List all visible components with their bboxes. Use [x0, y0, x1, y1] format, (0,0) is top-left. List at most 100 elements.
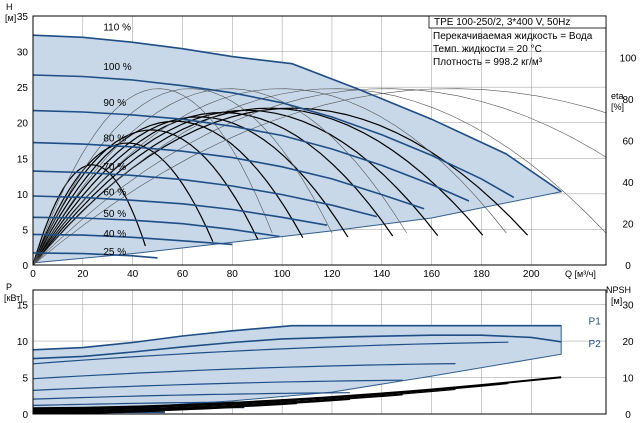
- eta-curve-25: [33, 164, 146, 265]
- eta-y-title: eta: [611, 91, 624, 101]
- eta-y-unit: [%]: [611, 102, 624, 112]
- npsh-curve-60: [33, 398, 350, 413]
- eta-iso-curve: [33, 88, 606, 265]
- head-curve-label: 80 %: [103, 134, 126, 145]
- head-curve-labels: 110 % 100 % 90 % 80 % 70 % 60 % 50 % 40 % 25 %: [103, 23, 131, 258]
- flow-x-tick-label: 20: [77, 269, 89, 280]
- pump-title-box: [428, 15, 607, 29]
- eta-y-tick-label: 40: [622, 178, 634, 189]
- head-y-tick-label: 15: [17, 154, 29, 165]
- flow-x-tick-label: 40: [127, 269, 139, 280]
- npsh-y-unit: [м]: [611, 296, 622, 306]
- head-chart-panel: 0 5 10 15 20 25 30 35 0 20 40 60 80 100 0 20 40 60 80 100 12…: [5, 2, 637, 280]
- power-y-unit: [кВт]: [4, 293, 23, 303]
- temperature-info: Темп. жидкости = 20 °C: [433, 44, 542, 55]
- npsh-curve-80: [33, 388, 456, 411]
- eta-y-tick-label: 60: [622, 137, 634, 148]
- eta-curve-40: [33, 142, 214, 265]
- head-curve-80: [33, 141, 425, 210]
- pump-title: TPE 100-250/2, 3*400 V, 50Hz: [434, 17, 570, 28]
- eta-curve-50: [33, 129, 259, 265]
- head-y-tick-label: 5: [22, 225, 28, 236]
- power-y-title: P: [6, 282, 12, 292]
- eta-y-tick-label: 100: [620, 54, 637, 65]
- flow-x-tick-label: 160: [423, 269, 440, 280]
- head-curve-110: [33, 34, 562, 193]
- head-speed-curves: [33, 34, 562, 259]
- power-plot-frame: [32, 289, 607, 415]
- head-curve-label: 40 %: [103, 229, 126, 240]
- head-y-tick-label: 30: [17, 48, 29, 59]
- head-curve-label: 100 %: [103, 62, 131, 73]
- flow-x-tick-label: 180: [473, 269, 490, 280]
- power-series-labels: P1 P2: [589, 317, 602, 351]
- flow-x-tick-label: 120: [324, 269, 341, 280]
- power-y-tick-label: 10: [17, 337, 29, 348]
- power-curve-p2: [33, 334, 562, 360]
- power-curve-speed-90: [33, 341, 509, 365]
- eta-iso-curve: [33, 88, 507, 265]
- head-curve-label: 110 %: [103, 23, 131, 34]
- npsh-y-tick-label: 10: [622, 374, 634, 385]
- flow-x-tick-label: 60: [177, 269, 189, 280]
- head-curve-60: [33, 195, 328, 226]
- head-curve-25: [33, 252, 158, 259]
- eta-curve-100: [33, 107, 484, 265]
- npsh-y-tick-label: 0: [625, 410, 631, 421]
- head-y-tick-label: 10: [17, 190, 29, 201]
- head-y-tick-label: 25: [17, 83, 29, 94]
- head-y-tick-label: 35: [17, 12, 29, 23]
- head-plot-frame: [32, 15, 607, 266]
- npsh-curve-70: [33, 394, 403, 412]
- flow-x-tick-label: 0: [30, 269, 36, 280]
- flow-x-tick-label: 200: [523, 269, 540, 280]
- head-curve-70: [33, 170, 377, 218]
- flow-x-tick-label: 100: [274, 269, 291, 280]
- eta-iso-curve: [33, 88, 273, 265]
- npsh-curve-90: [33, 383, 509, 410]
- head-curve-100: [33, 74, 515, 199]
- power-y-tick-label: 0: [22, 410, 28, 421]
- density-info: Плотность = 998.2 кг/м³: [433, 57, 543, 68]
- eta-y-tick-label: 20: [622, 220, 634, 231]
- head-y-unit: [м]: [5, 13, 16, 23]
- eta-iso-curve: [33, 88, 606, 265]
- power-curve-p1: [33, 324, 562, 351]
- power-chart-panel: 0 5 10 15 0 10 20 30 P1 P2 P [кВт] NPSH [м]: [4, 282, 634, 421]
- eta-iso-curve: [33, 88, 333, 265]
- head-curve-label: 70 %: [103, 162, 126, 173]
- flow-x-tick-label: 80: [227, 269, 239, 280]
- eta-iso-curve: [33, 88, 606, 265]
- flow-x-title: Q [м³/ч]: [565, 269, 596, 279]
- npsh-y-title: NPSH: [606, 285, 631, 295]
- power-curve-speed-60: [33, 392, 350, 400]
- eta-iso-curve: [33, 88, 407, 265]
- head-curve-label: 50 %: [103, 209, 126, 220]
- head-curve-label: 60 %: [103, 188, 126, 199]
- npsh-y-tick-label: 30: [622, 301, 634, 312]
- fluid-info: Перекачиваемая жидкость = Вода: [433, 31, 593, 42]
- head-y-tick-label: 0: [22, 261, 28, 272]
- head-curve-50: [33, 216, 280, 238]
- eta-y-tick-label: 80: [622, 95, 634, 106]
- power-series-label-p1: P1: [589, 317, 602, 328]
- head-curve-90: [33, 109, 470, 202]
- head-curve-40: [33, 233, 233, 246]
- npsh-y-tick-label: 20: [622, 337, 634, 348]
- head-y-tick-label: 20: [17, 119, 29, 130]
- power-y-tick-label: 15: [17, 301, 29, 312]
- npsh-curve-100: [33, 376, 562, 410]
- head-y-title: H: [6, 2, 13, 12]
- power-y-tick-label: 5: [22, 374, 28, 385]
- eta-curve-80: [33, 111, 394, 265]
- eta-y-tick-label: 0: [625, 261, 631, 272]
- npsh-curves: [33, 376, 562, 414]
- head-curve-label: 25 %: [103, 247, 126, 258]
- head-tick-labels: 0 5 10 15 20 25 30 35 0 20 40 60 80 100 0 20 40 60 80 100 12…: [17, 12, 637, 280]
- power-tick-labels: 0 5 10 15 0 10 20 30: [17, 301, 634, 421]
- head-curve-label: 90 %: [103, 98, 126, 109]
- power-series-label-p2: P2: [589, 339, 602, 350]
- power-curve-speed-70: [33, 379, 403, 391]
- flow-x-tick-label: 140: [373, 269, 390, 280]
